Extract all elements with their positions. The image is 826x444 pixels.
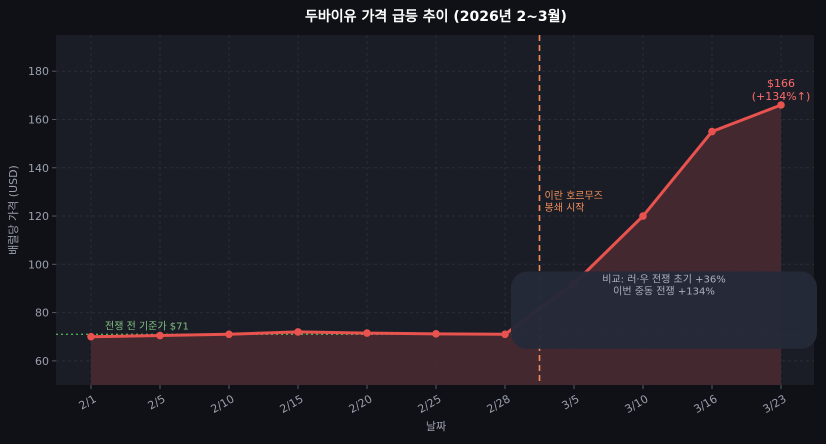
y-axis-ticks: 60 80 100 120 140 160 180 xyxy=(28,65,56,368)
event-label-line2: 봉쇄 시작 xyxy=(545,202,585,214)
y-tick-label: 160 xyxy=(28,113,49,126)
comparison-box xyxy=(511,271,817,349)
data-point xyxy=(432,330,440,338)
event-label-line1: 이란 호르무즈 xyxy=(545,190,603,202)
chart-title: 두바이유 가격 급등 추이 (2026년 2~3월) xyxy=(305,8,567,25)
y-tick-label: 60 xyxy=(35,355,49,368)
data-point xyxy=(294,328,302,336)
y-tick-label: 100 xyxy=(28,258,49,271)
data-point xyxy=(87,332,95,341)
comparison-text-line1: 비교: 러·우 전쟁 초기 +36% xyxy=(602,273,725,285)
data-point xyxy=(639,212,647,220)
y-tick-label: 120 xyxy=(28,210,49,223)
data-point xyxy=(156,331,164,340)
data-point xyxy=(708,127,716,136)
x-axis-label: 날짜 xyxy=(426,420,446,433)
data-point xyxy=(501,330,509,339)
baseline-label: 전쟁 전 기준가 $71 xyxy=(105,320,189,332)
comparison-text-line2: 이번 중동 전쟁 +134% xyxy=(613,285,715,297)
end-value-label: $166 xyxy=(767,77,795,90)
data-point xyxy=(225,330,233,339)
end-change-label: (+134%↑) xyxy=(752,90,810,103)
y-tick-label: 140 xyxy=(28,162,49,175)
y-tick-label: 80 xyxy=(35,307,49,320)
y-tick-label: 180 xyxy=(28,65,49,78)
data-point xyxy=(777,101,785,109)
y-axis-label: 배럴당 가격 (USD) xyxy=(7,165,20,255)
data-point xyxy=(363,329,371,337)
